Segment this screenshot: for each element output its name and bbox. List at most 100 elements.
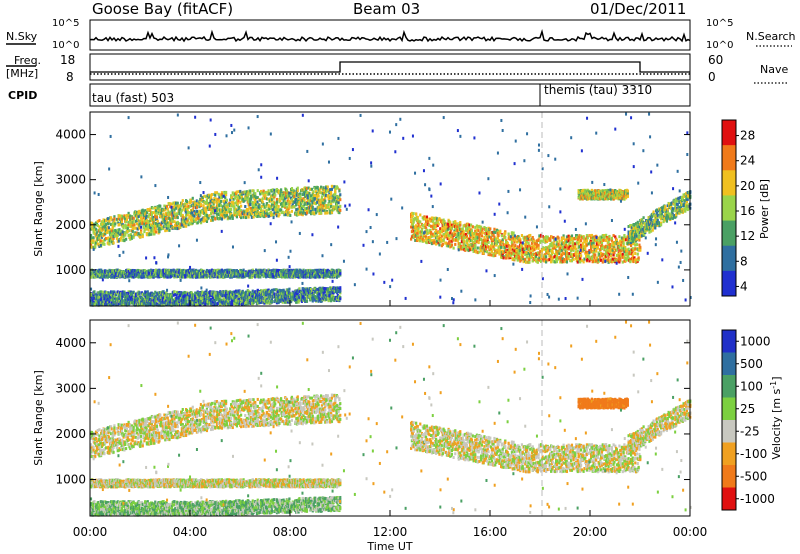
power-cell bbox=[238, 275, 241, 279]
power-cell bbox=[294, 200, 297, 204]
power-cell bbox=[96, 224, 99, 228]
power-cell bbox=[121, 232, 124, 236]
power-cell bbox=[311, 205, 314, 209]
power-cell bbox=[132, 219, 135, 223]
power-cell bbox=[169, 220, 172, 224]
power-cell bbox=[260, 214, 264, 218]
power-cell bbox=[122, 224, 125, 228]
power-cell bbox=[267, 189, 270, 193]
power-cell bbox=[150, 226, 153, 230]
noise-sky-label: N.Sky bbox=[6, 30, 38, 43]
power-cell bbox=[167, 224, 170, 228]
power-cell bbox=[325, 193, 328, 197]
power-cell bbox=[95, 241, 98, 245]
power-cell bbox=[264, 193, 267, 197]
power-cell bbox=[176, 216, 179, 220]
power-cell bbox=[213, 200, 216, 204]
power-cell bbox=[251, 203, 254, 207]
power-cell bbox=[223, 213, 226, 217]
power-cell bbox=[318, 211, 321, 215]
power-cell bbox=[260, 207, 263, 211]
power-cell bbox=[240, 204, 243, 208]
power-cell bbox=[140, 216, 143, 220]
power-cell bbox=[110, 216, 113, 220]
power-cell bbox=[165, 204, 169, 208]
power-cell bbox=[220, 193, 224, 197]
power-cell bbox=[214, 193, 217, 197]
power-cell bbox=[246, 212, 249, 216]
power-cell bbox=[338, 211, 341, 215]
power-cell bbox=[163, 221, 166, 225]
power-cell bbox=[210, 215, 214, 219]
power-cell bbox=[93, 225, 96, 229]
power-cell bbox=[111, 225, 114, 229]
noise-search-label: N.Search bbox=[746, 30, 796, 43]
power-cell bbox=[200, 199, 204, 203]
power-cell bbox=[91, 269, 94, 273]
power-cell bbox=[171, 219, 174, 223]
power-cell bbox=[224, 268, 227, 272]
power-cell bbox=[145, 274, 148, 278]
power-cell bbox=[336, 186, 339, 190]
power-cell bbox=[150, 211, 154, 215]
power-cell bbox=[190, 200, 193, 204]
power-cell bbox=[250, 197, 253, 201]
power-cell bbox=[254, 206, 257, 210]
power-cell bbox=[141, 233, 144, 237]
power-cell bbox=[290, 205, 294, 209]
power-cell bbox=[330, 204, 333, 208]
power-cell bbox=[170, 274, 173, 278]
power-cell bbox=[291, 192, 294, 196]
power-cell bbox=[326, 185, 329, 189]
power-cell bbox=[315, 198, 319, 202]
power-cell bbox=[92, 236, 95, 240]
power-cell bbox=[115, 229, 118, 233]
power-cell bbox=[173, 220, 176, 224]
power-cell bbox=[172, 201, 175, 205]
power-cell bbox=[233, 205, 236, 209]
power-cell bbox=[296, 270, 299, 274]
power-cell bbox=[134, 232, 137, 236]
power-cell bbox=[193, 209, 196, 213]
power-cell bbox=[270, 206, 273, 210]
power-cell bbox=[238, 209, 241, 213]
power-cell bbox=[165, 228, 169, 232]
power-cell bbox=[290, 209, 294, 213]
power-cell bbox=[205, 198, 209, 202]
power-cell bbox=[234, 196, 237, 200]
power-cell bbox=[321, 201, 324, 205]
power-cell bbox=[265, 202, 269, 206]
power-cell bbox=[225, 193, 228, 197]
power-cell bbox=[240, 269, 244, 273]
power-cell bbox=[90, 242, 93, 246]
power-cell bbox=[91, 241, 94, 245]
power-cell bbox=[167, 210, 170, 214]
power-cell bbox=[265, 190, 268, 194]
power-cell bbox=[278, 212, 281, 216]
power-cell bbox=[145, 217, 148, 221]
power-cell bbox=[93, 222, 96, 226]
power-cell bbox=[168, 228, 171, 232]
power-cell bbox=[323, 209, 326, 213]
power-cell bbox=[172, 213, 175, 217]
power-cell bbox=[310, 211, 313, 215]
power-cell bbox=[128, 236, 131, 240]
power-cell bbox=[134, 231, 137, 235]
power-cell bbox=[92, 293, 95, 297]
power-cell bbox=[93, 290, 96, 294]
power-cell bbox=[310, 209, 313, 213]
power-cell bbox=[273, 205, 276, 209]
power-cell bbox=[249, 191, 252, 195]
nave-label: Nave bbox=[760, 63, 788, 76]
power-cell bbox=[159, 204, 162, 208]
power-cell bbox=[153, 232, 156, 236]
power-cell bbox=[113, 217, 116, 221]
power-cell bbox=[129, 214, 132, 218]
power-cell bbox=[125, 226, 128, 230]
power-cell bbox=[270, 203, 274, 207]
noise-right-tick-top: 10^5 bbox=[706, 18, 733, 29]
power-cell bbox=[328, 199, 331, 203]
power-cell bbox=[308, 201, 311, 205]
power-cell bbox=[170, 225, 174, 229]
power-cell bbox=[330, 192, 333, 196]
